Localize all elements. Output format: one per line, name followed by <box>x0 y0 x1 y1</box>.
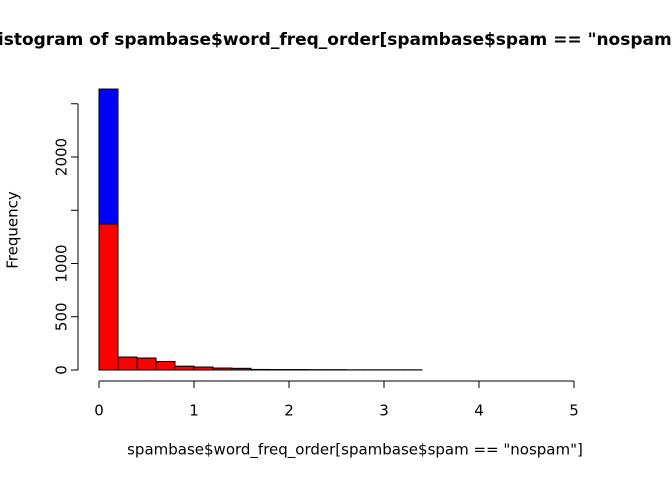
x-tick-label: 3 <box>379 402 389 420</box>
y-tick-label: 500 <box>53 302 71 331</box>
x-tick-label: 4 <box>474 402 484 420</box>
histogram-bar <box>193 366 214 371</box>
y-tick-label: 1000 <box>53 244 71 282</box>
y-tick-label: 2000 <box>53 138 71 176</box>
histogram-bar <box>250 368 271 371</box>
x-tick-label: 2 <box>284 402 294 420</box>
y-axis-label: Frequency <box>4 191 22 269</box>
x-axis-label: spambase$word_freq_order[spambase$spam =… <box>127 441 583 460</box>
histogram-bar <box>136 357 157 371</box>
y-tick-label: 0 <box>53 365 71 375</box>
x-tick-label: 0 <box>94 402 104 420</box>
x-tick-label: 1 <box>189 402 199 420</box>
histogram-bar <box>117 356 138 371</box>
histogram-bar <box>212 367 233 371</box>
histogram-bar <box>174 365 195 371</box>
chart-title: Histogram of spambase$word_freq_order[sp… <box>0 30 672 50</box>
x-tick-label: 5 <box>569 402 579 420</box>
histogram-bar <box>155 360 176 371</box>
histogram-bar <box>231 367 252 371</box>
histogram-bar <box>98 223 119 371</box>
